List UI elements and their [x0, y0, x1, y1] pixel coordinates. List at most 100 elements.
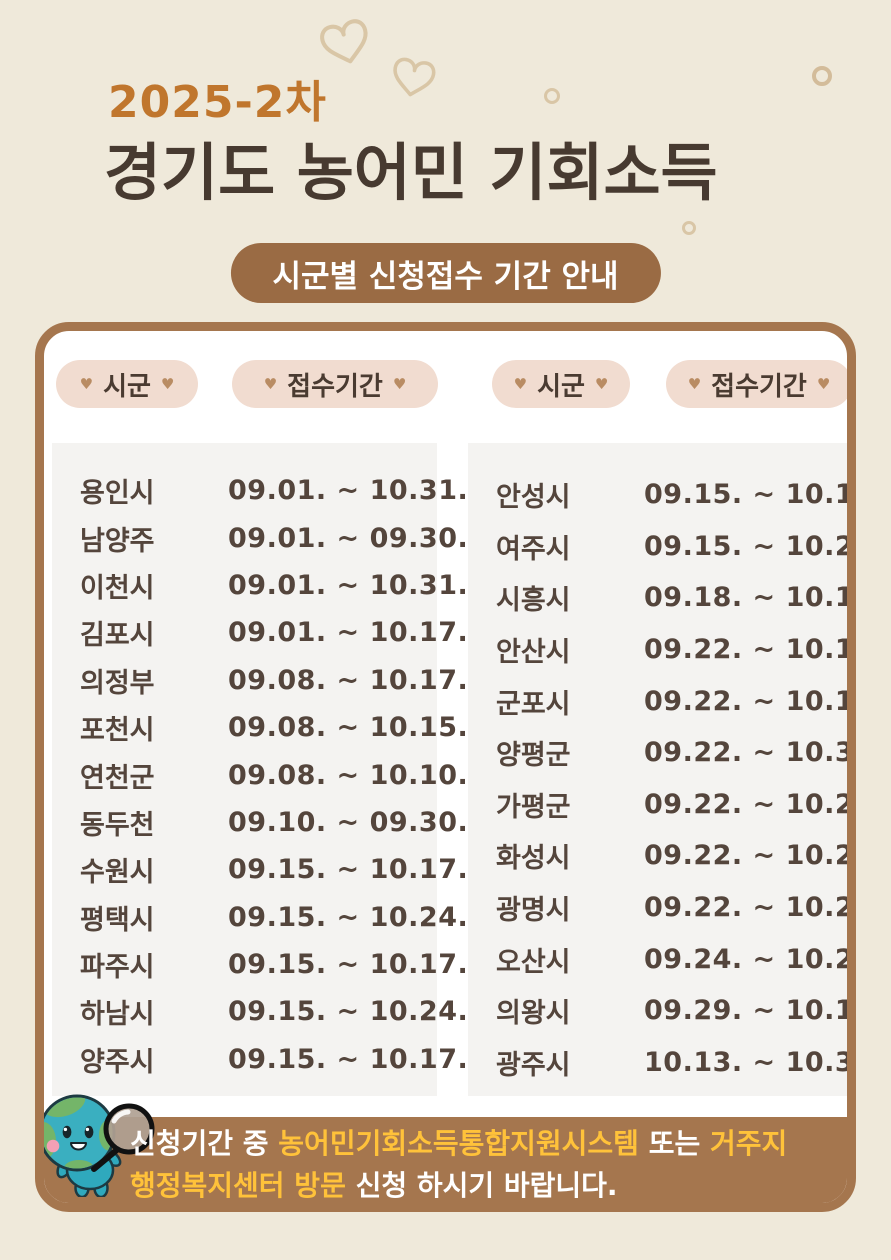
city-name: 하남시: [80, 999, 155, 1031]
heart-icon: ♥: [513, 374, 528, 393]
application-period: 09.18. ~ 10.17.: [644, 582, 855, 614]
application-period: 09.22. ~ 10.17.: [644, 685, 855, 717]
heart-icon: ♥: [263, 374, 278, 393]
heart-icon: ♥: [79, 374, 94, 393]
table-row: 동두천 09.10. ~ 09.30.: [80, 799, 468, 846]
application-period: 09.08. ~ 10.17.: [228, 664, 469, 696]
table-row: 이천시 09.01. ~ 10.31.: [80, 562, 468, 609]
application-period: 09.01. ~ 09.30.: [228, 522, 469, 554]
circle-outline-icon: [544, 88, 560, 104]
city-name: 포천시: [80, 715, 155, 747]
table-panel-left: 용인시 09.01. ~ 10.31. 남양주 09.01. ~ 09.30. 이천…: [52, 443, 468, 1096]
earth-mascot-icon: [44, 1094, 155, 1197]
application-period: 09.15. ~ 10.17.: [644, 479, 855, 511]
application-period: 09.15. ~ 10.24.: [644, 530, 855, 562]
application-period: 09.01. ~ 10.17.: [228, 617, 469, 649]
application-period: 09.22. ~ 10.31.: [644, 737, 855, 769]
circle-outline-icon: [812, 66, 832, 86]
city-name: 의정부: [80, 667, 155, 699]
city-name: 광주시: [496, 1049, 571, 1081]
table-row: 의정부 09.08. ~ 10.17.: [80, 657, 468, 704]
city-name: 군포시: [496, 688, 571, 720]
city-name: 파주시: [80, 952, 155, 984]
city-name: 동두천: [80, 809, 155, 841]
city-name: 이천시: [80, 572, 155, 604]
footer-notice: 신청기간 중 농어민기회소득통합지원시스템 또는 거주지 행정복지센터 방문 신…: [44, 1094, 847, 1203]
heart-icon: ♥: [392, 374, 407, 393]
city-name: 안성시: [496, 482, 571, 514]
application-period: 09.15. ~ 10.24.: [228, 996, 469, 1028]
city-name: 화성시: [496, 843, 571, 875]
heart-icon: ♥: [594, 374, 609, 393]
application-period: 09.01. ~ 10.31.: [228, 569, 469, 601]
edition-label: 2025-2차: [108, 77, 327, 128]
heart-icon: ♥: [160, 374, 175, 393]
application-period: 09.01. ~ 10.31.: [228, 475, 469, 507]
footer-highlight: 거주지: [709, 1127, 788, 1160]
footer-text-segment: 또는: [638, 1127, 710, 1160]
table-row: 포천시 09.08. ~ 10.15.: [80, 704, 468, 751]
city-name: 안산시: [496, 637, 571, 669]
table-row: 평택시 09.15. ~ 10.24.: [80, 894, 468, 941]
footer-line-2: 행정복지센터 방문 신청 하시기 바랍니다.: [130, 1165, 787, 1203]
footer-highlight: 농어민기회소득통합지원시스템: [278, 1127, 639, 1160]
city-name: 양주시: [80, 1046, 155, 1078]
city-name: 여주시: [496, 533, 571, 565]
application-period: 09.08. ~ 10.15.: [228, 712, 469, 744]
city-name: 시흥시: [496, 585, 571, 617]
application-period: 09.10. ~ 09.30.: [228, 806, 469, 838]
table-row: 양주시 09.15. ~ 10.17.: [80, 1036, 468, 1083]
circle-outline-icon: [682, 221, 696, 235]
application-period: 09.15. ~ 10.17.: [228, 1043, 469, 1075]
table-row: 김포시 09.01. ~ 10.17.: [80, 609, 468, 656]
application-period: 09.15. ~ 10.17.: [228, 854, 469, 886]
city-name: 오산시: [496, 946, 571, 978]
info-badge: 시군별 신청접수 기간 안내: [230, 243, 661, 303]
table-row: 남양주 09.01. ~ 09.30.: [80, 514, 468, 561]
table-row: 수원시 09.15. ~ 10.17.: [80, 846, 468, 893]
footer-line-1: 신청기간 중 농어민기회소득통합지원시스템 또는 거주지: [130, 1123, 787, 1165]
city-name: 양평군: [496, 740, 571, 772]
heart-icon: ♥: [816, 374, 831, 393]
footer-notice-text: 신청기간 중 농어민기회소득통합지원시스템 또는 거주지 행정복지센터 방문 신…: [130, 1123, 787, 1203]
city-name: 김포시: [80, 620, 155, 652]
application-period: 10.13. ~ 10.31.: [644, 1046, 855, 1078]
table-row: 하남시 09.15. ~ 10.24.: [80, 988, 468, 1035]
application-period: 09.22. ~ 10.24.: [644, 892, 855, 924]
footer-text-segment: 신청 하시기 바랍니다.: [345, 1169, 618, 1202]
city-name: 수원시: [80, 857, 155, 889]
column-header-label: 접수기간: [711, 371, 807, 402]
page-title: 경기도 농어민 기회소득: [104, 136, 718, 209]
application-period: 09.08. ~ 10.10.: [228, 759, 469, 791]
application-period: 09.15. ~ 10.24.: [228, 901, 469, 933]
application-period: 09.15. ~ 10.17.: [228, 949, 469, 981]
city-name: 연천군: [80, 762, 155, 794]
application-period: 09.29. ~ 10.19.: [644, 995, 855, 1027]
column-header-label: 접수기간: [287, 371, 383, 402]
application-period: 09.22. ~ 10.24.: [644, 840, 855, 872]
magnifier-icon: [91, 1103, 155, 1172]
city-name: 가평군: [496, 791, 571, 823]
city-name: 용인시: [80, 478, 155, 510]
column-header-city-left: ♥ 시군 ♥: [56, 360, 198, 408]
schedule-card: ♥ 시군 ♥ ♥ 접수기간 ♥ ♥ 시군 ♥ ♥ 접수기간 ♥ 용인시 09.01…: [35, 322, 856, 1212]
city-name: 남양주: [80, 525, 155, 557]
column-header-period-left: ♥ 접수기간 ♥: [232, 360, 438, 408]
footer-text-segment: 신청기간 중: [130, 1127, 279, 1160]
city-name: 의왕시: [496, 998, 571, 1030]
table-row: 연천군 09.08. ~ 10.10.: [80, 751, 468, 798]
